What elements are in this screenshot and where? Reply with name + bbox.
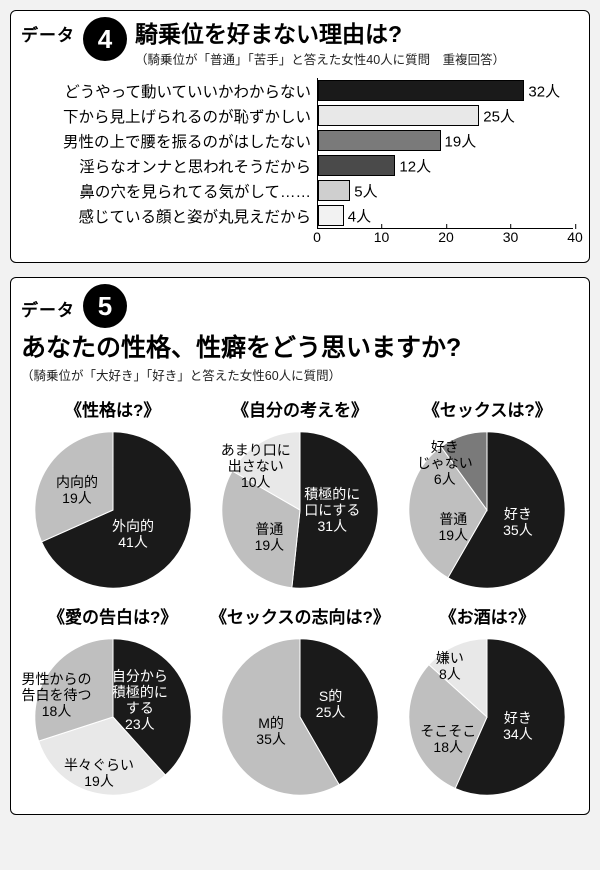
pie-slice-label: あまり口に出さない10人 (221, 442, 291, 490)
bar-row: どうやって動いていいかわからない 32人 (21, 78, 573, 103)
x-tick: 0 (313, 229, 321, 245)
bar-row: 下から見上げられるのが恥ずかしい 25人 (21, 103, 573, 128)
pie-slice-label: 嫌い8人 (436, 650, 464, 682)
pie-slice-label: 好きじゃない6人 (417, 438, 473, 486)
pie-slice-label: M的35人 (256, 715, 286, 747)
pie-title: 《自分の考えを》 (208, 396, 391, 421)
bar-value: 19人 (445, 130, 477, 151)
panel4-data-label: データ (21, 21, 75, 46)
pie-title: 《セックスの志向は?》 (208, 603, 391, 628)
bar-label: 鼻の穴を見られてる気がして…… (21, 180, 317, 202)
pie-slice-label: 好き34人 (503, 710, 533, 742)
pie-slice-label: S的25人 (316, 687, 346, 719)
bar-row: 鼻の穴を見られてる気がして…… 5人 (21, 178, 573, 203)
bar-track: 19人 (317, 128, 573, 153)
pie-slice-label: 自分から積極的にする23人 (112, 668, 168, 732)
panel4-subtitle: （騎乗位が「普通」「苦手」と答えた女性40人に質問 重複回答） (135, 49, 579, 68)
panel5-number-badge: 5 (83, 284, 127, 328)
bar-rect (318, 105, 479, 126)
pie-slice-label: 内向的19人 (56, 474, 98, 506)
pie-wrap: 好き35人 普通19人 好きじゃない6人 (402, 425, 572, 595)
panel5-title: あなたの性格、性癖をどう思いますか? (21, 334, 579, 363)
bar-label: 下から見上げられるのが恥ずかしい (21, 105, 317, 127)
pie-title: 《お酒は?》 (396, 603, 579, 628)
pie-wrap: 外向的41人内向的19人 (28, 425, 198, 595)
panel5-data-label: データ (21, 296, 75, 321)
pie-wrap: 積極的に口にする31人普通19人 あまり口に出さない10人 (215, 425, 385, 595)
bar-label: 男性の上で腰を振るのがはしたない (21, 130, 317, 152)
pie-cell: 《セックスの志向は?》 S的25人 M的35人 (208, 603, 391, 802)
pie-wrap: 自分から積極的にする23人半々ぐらい19人男性からの告白を待つ18人 (28, 632, 198, 802)
panel5-header: データ 5 (21, 288, 579, 328)
bar-label: 淫らなオンナと思われそうだから (21, 155, 317, 177)
panel4-header: データ 4 騎乗位を好まない理由は? （騎乗位が「普通」「苦手」と答えた女性40… (21, 21, 579, 68)
pie-cell: 《性格は?》外向的41人内向的19人 (21, 396, 204, 595)
bar-value: 25人 (483, 105, 515, 126)
pie-title: 《セックスは?》 (396, 396, 579, 421)
bar-label: どうやって動いていいかわからない (21, 80, 317, 102)
pie-cell: 《自分の考えを》積極的に口にする31人普通19人 あまり口に出さない10人 (208, 396, 391, 595)
x-tick: 10 (374, 229, 390, 245)
bar-x-axis: 010203040 (317, 228, 573, 250)
pie-wrap: S的25人 M的35人 (215, 632, 385, 802)
bar-track: 32人 (317, 78, 573, 103)
pie-slice-label: そこそこ18人 (420, 723, 476, 755)
pie-wrap: 好き34人そこそこ18人嫌い8人 (402, 632, 572, 802)
pie-cell: 《お酒は?》好き34人そこそこ18人嫌い8人 (396, 603, 579, 802)
panel-data-5: データ 5 あなたの性格、性癖をどう思いますか? （騎乗位が「大好き」「好き」と… (10, 277, 590, 815)
bar-rect (318, 205, 344, 226)
pie-slice-label: 好き35人 (503, 506, 533, 538)
bar-rect (318, 180, 350, 201)
x-tick: 20 (438, 229, 454, 245)
pie-cell: 《愛の告白は?》自分から積極的にする23人半々ぐらい19人 男性からの告白を待つ1… (21, 603, 204, 802)
pie-slice-label: 積極的に口にする31人 (304, 486, 360, 534)
bar-rect (318, 80, 524, 101)
bar-value: 32人 (528, 80, 560, 101)
bar-track: 5人 (317, 178, 573, 203)
panel4-number-badge: 4 (83, 17, 127, 61)
x-tick: 30 (503, 229, 519, 245)
pie-svg (215, 632, 385, 802)
bar-value: 4人 (348, 205, 371, 226)
bar-track: 12人 (317, 153, 573, 178)
pie-slice-label: 普通19人 (255, 521, 285, 553)
panel-data-4: データ 4 騎乗位を好まない理由は? （騎乗位が「普通」「苦手」と答えた女性40… (10, 10, 590, 263)
pie-slice-label: 普通19人 (439, 511, 469, 543)
bar-value: 5人 (354, 180, 377, 201)
bar-rect (318, 155, 395, 176)
bar-row: 男性の上で腰を振るのがはしたない 19人 (21, 128, 573, 153)
pie-cell: 《セックスは?》好き35人 普通19人 好きじゃない6人 (396, 396, 579, 595)
x-tick: 40 (567, 229, 583, 245)
pie-slice-label: 外向的41人 (112, 518, 154, 550)
bar-label: 感じている顔と姿が丸見えだから (21, 205, 317, 227)
bar-row: 淫らなオンナと思われそうだから 12人 (21, 153, 573, 178)
bar-rect (318, 130, 441, 151)
panel4-title: 騎乗位を好まない理由は? (135, 21, 579, 47)
pie-title: 《愛の告白は?》 (21, 603, 204, 628)
pie-svg (28, 425, 198, 595)
pie-svg (402, 632, 572, 802)
bar-row: 感じている顔と姿が丸見えだから 4人 (21, 203, 573, 228)
pie-slice-label: 男性からの告白を待つ18人 (22, 671, 92, 719)
panel5-pies-grid: 《性格は?》外向的41人内向的19人《自分の考えを》積極的に口にする31人普通1… (21, 396, 579, 802)
bar-track: 25人 (317, 103, 573, 128)
pie-slice-label: 半々ぐらい19人 (64, 757, 134, 789)
panel4-barchart: どうやって動いていいかわからない32人下から見上げられるのが恥ずかしい25人男性… (21, 74, 579, 250)
panel5-subtitle: （騎乗位が「大好き」「好き」と答えた女性60人に質問） (21, 365, 579, 384)
bar-value: 12人 (399, 155, 431, 176)
pie-title: 《性格は?》 (21, 396, 204, 421)
